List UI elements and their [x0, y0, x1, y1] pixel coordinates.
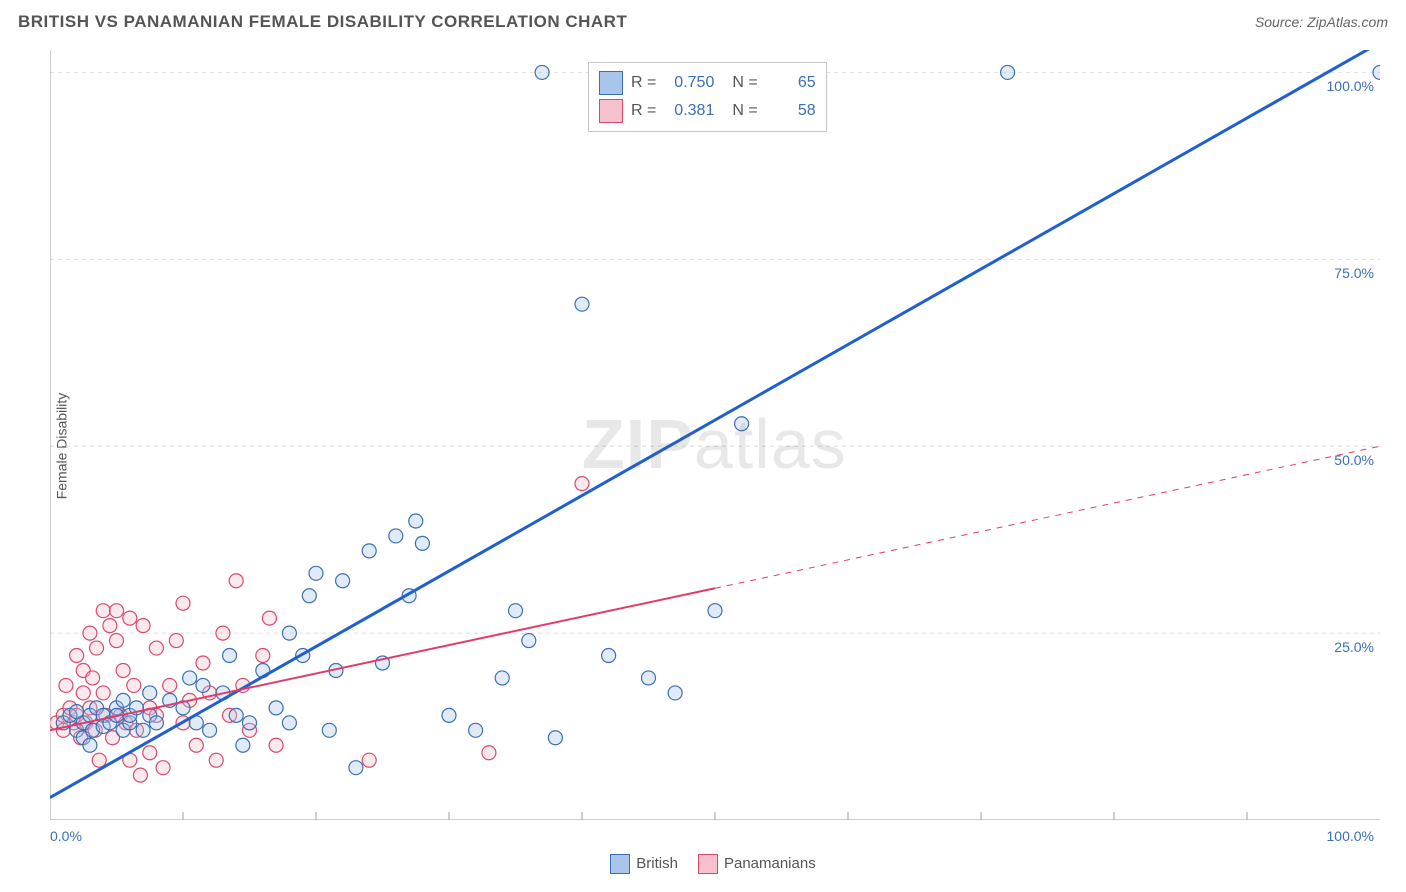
footer-label: Panamanians — [724, 855, 816, 872]
y-tick-label: 50.0% — [1334, 452, 1374, 468]
series-legend: British Panamanians — [0, 854, 1406, 874]
x-tick-label: 0.0% — [50, 828, 82, 844]
legend-n-label: N = — [732, 97, 757, 125]
legend-n-value: 65 — [766, 69, 816, 97]
footer-swatch — [610, 854, 630, 874]
source-label: Source: ZipAtlas.com — [1255, 14, 1388, 30]
legend-r-label: R = — [631, 69, 656, 97]
legend-r-value: 0.381 — [664, 97, 714, 125]
y-tick-label: 25.0% — [1334, 639, 1374, 655]
legend-r-label: R = — [631, 97, 656, 125]
legend-swatch — [599, 99, 623, 123]
legend-swatch — [599, 71, 623, 95]
chart-title: BRITISH VS PANAMANIAN FEMALE DISABILITY … — [18, 12, 627, 32]
y-tick-label: 75.0% — [1334, 265, 1374, 281]
legend-n-label: N = — [732, 69, 757, 97]
footer-swatch — [698, 854, 718, 874]
y-tick-label: 100.0% — [1327, 78, 1374, 94]
footer-label: British — [636, 855, 678, 872]
plot-area: 25.0%50.0%75.0%100.0% 0.0%100.0% ZIPatla… — [50, 50, 1380, 820]
legend-row: R = 0.750 N = 65 — [599, 69, 816, 97]
correlation-legend: R = 0.750 N = 65 R = 0.381 N = 58 — [588, 62, 827, 132]
scatter-chart — [50, 50, 1380, 820]
legend-r-value: 0.750 — [664, 69, 714, 97]
legend-row: R = 0.381 N = 58 — [599, 97, 816, 125]
x-tick-label: 100.0% — [1327, 828, 1374, 844]
legend-n-value: 58 — [766, 97, 816, 125]
